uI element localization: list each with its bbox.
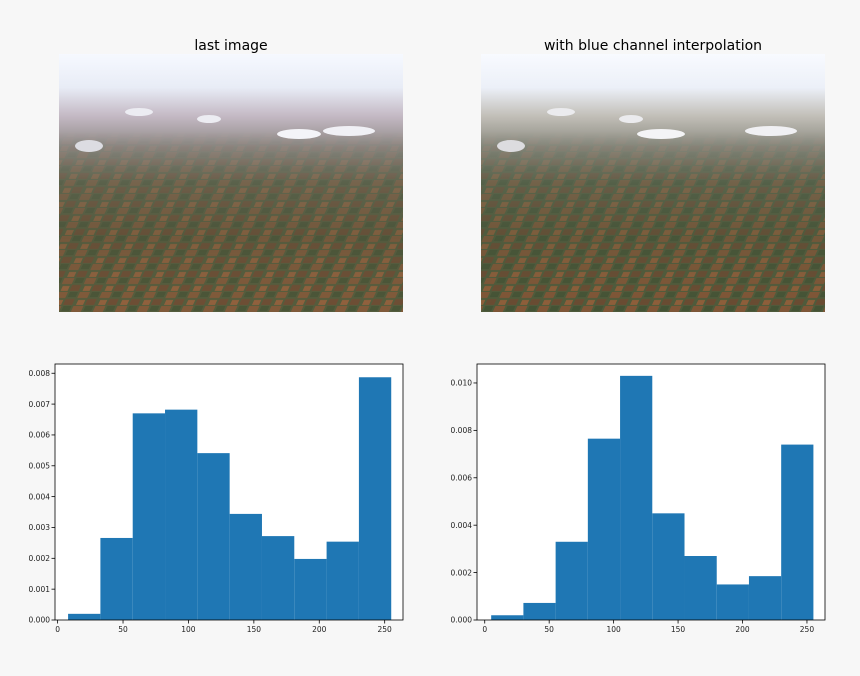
x-tick-label: 250 (378, 625, 393, 634)
histogram-bar (491, 615, 524, 620)
y-tick-label: 0.010 (451, 379, 473, 388)
histogram-bar (100, 537, 133, 620)
y-tick-label: 0.002 (451, 568, 473, 577)
histogram-bar (555, 541, 588, 620)
y-tick-label: 0.004 (451, 521, 473, 530)
y-tick-label: 0.008 (29, 369, 51, 378)
y-tick-label: 0.006 (29, 431, 51, 440)
histogram-bar (165, 409, 198, 620)
histogram-bar (132, 413, 166, 620)
x-tick-label: 50 (118, 625, 128, 634)
histogram-bar (358, 377, 392, 620)
histogram-bar (620, 375, 653, 620)
histogram-left: 0 50 100 150 200 250 0.000 0.001 0.002 0.003 0.004… (0, 356, 420, 650)
histogram-right: 0 50 100 150 200 250 0.000 0.002 0.004 0.006 0.008… (422, 356, 842, 650)
x-tick-label: 200 (312, 625, 327, 634)
histogram-bar (781, 444, 814, 620)
histogram-bar (294, 558, 327, 620)
histogram-bar (326, 541, 359, 620)
aerial-photo-interpolated (481, 54, 825, 312)
plot-frame (476, 363, 826, 621)
histogram-left-svg: 0 50 100 150 200 250 0.000 0.001 0.002 0.003 0.004… (29, 363, 404, 634)
histogram-bar (68, 613, 101, 620)
y-tick-label: 0.004 (29, 492, 51, 501)
x-tick-label: 50 (544, 625, 554, 634)
histogram-bar (587, 438, 621, 620)
y-tick-label: 0.001 (29, 585, 51, 594)
y-tick-label: 0.007 (29, 400, 51, 409)
histogram-bar (197, 453, 230, 620)
histogram-bar (261, 536, 295, 620)
y-tick-label: 0.000 (29, 616, 51, 625)
y-tick-label: 0.002 (29, 554, 51, 563)
histogram-bar (684, 556, 717, 620)
histogram-bar (716, 584, 749, 620)
x-tick-label: 100 (181, 625, 196, 634)
y-tick-label: 0.000 (451, 616, 473, 625)
right-panel-title: with blue channel interpolation (543, 38, 763, 54)
x-tick-label: 200 (735, 625, 750, 634)
x-tick-label: 0 (482, 625, 487, 634)
histogram-bar (229, 513, 262, 620)
left-panel-title: last image (194, 38, 268, 54)
y-tick-label: 0.008 (451, 426, 473, 435)
histogram-right-svg: 0 50 100 150 200 250 0.000 0.002 0.004 0.006 0.008… (451, 363, 826, 634)
x-tick-label: 150 (247, 625, 262, 634)
x-tick-label: 250 (800, 625, 815, 634)
aerial-photo-original (59, 54, 403, 312)
y-tick-label: 0.005 (29, 461, 51, 470)
y-tick-label: 0.003 (29, 523, 51, 532)
plot-frame (54, 363, 404, 621)
y-tick-label: 0.006 (451, 473, 473, 482)
x-tick-label: 150 (671, 625, 686, 634)
histogram-bar (523, 602, 556, 620)
histogram-bar (748, 576, 782, 620)
x-tick-label: 0 (55, 625, 60, 634)
histogram-bar (652, 513, 685, 620)
x-tick-label: 100 (606, 625, 621, 634)
